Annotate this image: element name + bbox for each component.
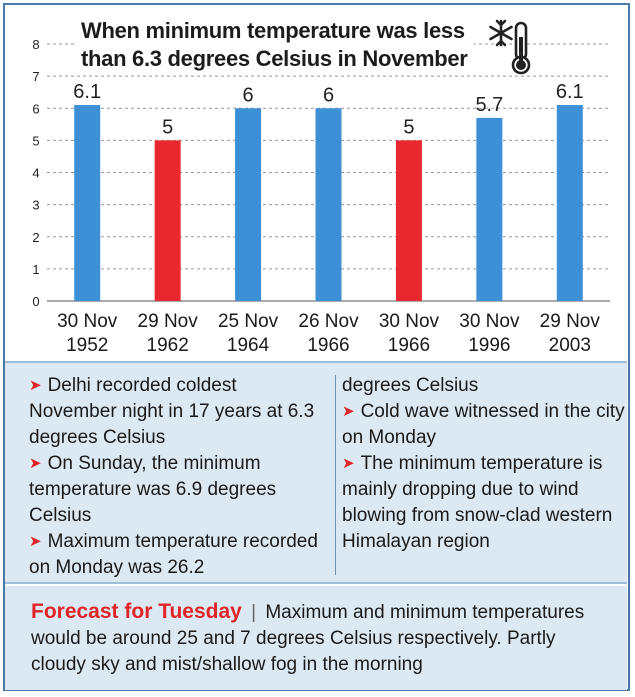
x-tick-label: 1962 (147, 335, 189, 356)
x-tick-label: 30 Nov (459, 311, 520, 332)
x-tick-label: 1966 (388, 335, 430, 356)
y-tick-label: 3 (32, 198, 39, 213)
forecast-text: Maximum and minimum temperatures would b… (31, 602, 585, 675)
facts-panel: ➤ Delhi recorded coldest November night i… (5, 361, 627, 584)
arrow-right-icon: ➤ (342, 455, 355, 472)
y-tick-label: 8 (32, 37, 39, 52)
bar (74, 105, 101, 301)
forecast-title: Forecast for Tuesday (31, 600, 242, 623)
facts-left-column: ➤ Delhi recorded coldest November night i… (29, 373, 329, 581)
y-tick-label: 2 (32, 230, 39, 245)
fact-item: ➤ On Sunday, the minimum temperature was … (29, 451, 329, 529)
chart-title-line-2: than 6.3 degrees Celsius in November (81, 46, 468, 71)
y-tick-label: 4 (32, 166, 39, 181)
bar-value-label: 5.7 (475, 94, 503, 116)
thermometer-snowflake-icon (489, 19, 531, 75)
fact-item: ➤ Maximum temperature recorded on Monday … (29, 529, 329, 581)
facts-right-column: degrees Celsius ➤ Cold wave witnessed in … (342, 373, 632, 555)
x-tick-label: 26 Nov (298, 311, 359, 332)
forecast-separator: | (251, 602, 257, 623)
bar (556, 105, 583, 301)
fact-item: ➤ Delhi recorded coldest November night i… (29, 373, 329, 451)
bar-value-label: 5 (403, 116, 414, 138)
fact-continuation: degrees Celsius (342, 375, 479, 396)
fact-text: Delhi recorded coldest November night in… (29, 375, 315, 448)
forecast-panel: Forecast for Tuesday | Maximum and minim… (5, 586, 627, 690)
arrow-right-icon: ➤ (342, 403, 355, 420)
column-divider (335, 375, 336, 575)
fact-item: ➤ The minimum temperature is mainly dropp… (342, 451, 632, 555)
infographic-frame (3, 3, 630, 691)
y-tick-label: 1 (32, 262, 39, 277)
y-tick-label: 5 (32, 133, 39, 148)
fact-text: Cold wave witnessed in the city on Monda… (342, 401, 625, 448)
arrow-right-icon: ➤ (29, 377, 42, 394)
x-tick-label: 1966 (307, 335, 349, 356)
bar-value-label: 5 (162, 116, 173, 138)
x-tick-label: 25 Nov (218, 311, 279, 332)
x-tick-label: 30 Nov (57, 311, 118, 332)
x-tick-label: 1996 (468, 335, 510, 356)
x-tick-label: 1964 (227, 335, 270, 356)
x-tick-label: 29 Nov (540, 311, 601, 332)
fact-text: Maximum temperature recorded on Monday w… (29, 531, 318, 578)
y-tick-label: 0 (32, 294, 39, 309)
bar-value-label: 6.1 (73, 81, 101, 103)
bar (395, 140, 422, 301)
y-tick-label: 6 (32, 101, 39, 116)
fact-text: The minimum temperature is mainly droppi… (342, 453, 613, 552)
arrow-right-icon: ➤ (29, 533, 42, 550)
fact-item: ➤ Cold wave witnessed in the city on Mond… (342, 399, 632, 451)
x-tick-label: 1952 (66, 335, 108, 356)
bar (235, 108, 262, 301)
bar-chart: 0 1 2 3 4 5 6 7 8 6.1 30 Nov 1952 5 29 Nov 1962 6 25 Nov… (32, 37, 610, 356)
chart-title-line-1: When minimum temperature was less (81, 18, 465, 43)
chart-area: 0 1 2 3 4 5 6 7 8 6.1 30 Nov 1952 5 29 Nov 1962 6 25 Nov… (5, 5, 628, 361)
y-tick-label: 7 (32, 69, 39, 84)
arrow-right-icon: ➤ (29, 455, 42, 472)
bar-value-label: 6 (243, 84, 254, 106)
x-tick-label: 2003 (549, 335, 591, 356)
bar-value-label: 6 (323, 84, 334, 106)
bar (154, 140, 181, 301)
bar (476, 117, 503, 301)
bar-value-label: 6.1 (556, 81, 584, 103)
chart-title: When minimum temperature was less than 6… (75, 17, 474, 73)
x-tick-label: 29 Nov (138, 311, 199, 332)
fact-text: On Sunday, the minimum temperature was 6… (29, 453, 277, 526)
x-tick-label: 30 Nov (379, 311, 440, 332)
bar (315, 108, 342, 301)
